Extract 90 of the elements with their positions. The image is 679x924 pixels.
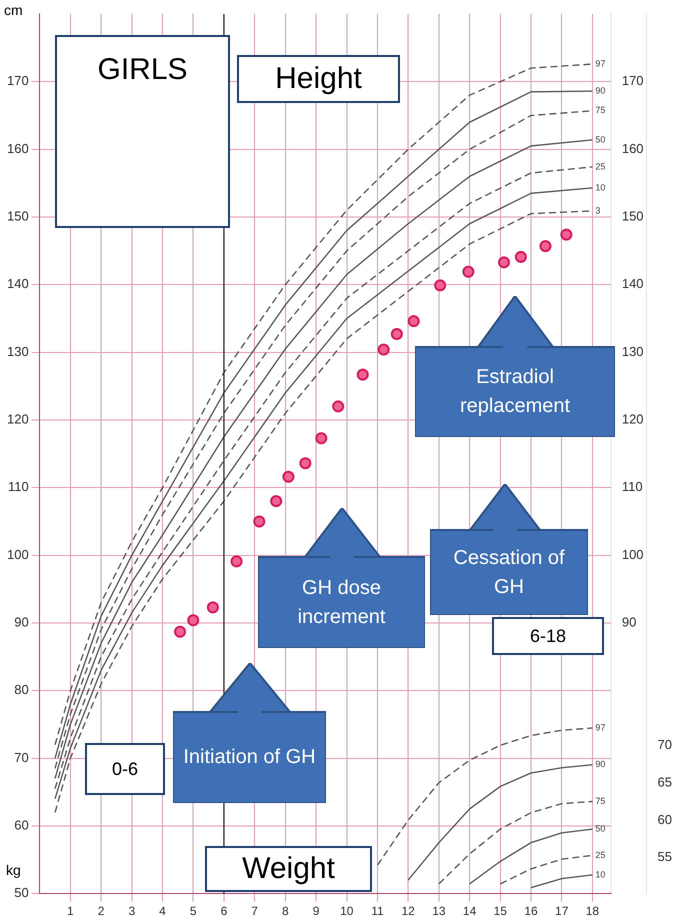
y2-tick-label: 170 [622,73,644,88]
y2-tick-label: 100 [622,546,644,562]
point [356,368,369,381]
annotation: Initiation of GH [182,745,317,770]
y-tick-label: 60 [14,818,29,833]
x-tick-label: 8 [282,904,290,918]
point [253,515,266,528]
point [462,266,474,278]
point [514,250,527,263]
y-tick-label: 100 [6,546,29,562]
line-series [438,800,594,885]
x-tick-label: 9 [312,904,320,918]
x-tick-label: 13 [432,904,446,918]
point [206,601,219,614]
point [390,328,403,340]
series-label: 3 [595,205,600,216]
x-tick-label: 12 [402,904,416,918]
series-label: 97 [595,58,606,69]
y-tick-label: 160 [6,140,29,156]
y3-tick-label: 55 [658,849,672,864]
annotation: GH dose increment [296,576,386,630]
series-label: 25 [595,161,606,172]
y3-tick-label: 65 [658,774,672,790]
point [187,614,200,626]
x-tick-label: 16 [524,904,538,918]
y-tick-label: 140 [6,276,29,292]
x-tick-label: 6 [220,904,228,918]
point [230,555,243,568]
y3-axis-title: kg [6,862,21,878]
annotation: Estradiol replacement [458,365,572,419]
y2-tick-label: 130 [622,344,644,359]
point [560,228,572,241]
annotation: 0-6 [110,758,139,780]
point [270,495,282,508]
x-tick-label: 10 [340,904,354,918]
y3-tick-label: 60 [658,812,672,827]
series-label: 75 [595,796,606,806]
y2-tick-label: 150 [622,208,644,224]
series-label: 75 [595,105,606,116]
y-axis-title: cm [4,2,23,18]
point [498,256,510,268]
point [332,400,344,412]
point [408,315,420,328]
y-tick-label: 80 [14,682,29,698]
series-label: 25 [595,850,606,860]
x-tick-label: 3 [128,904,136,918]
series-label: 90 [595,759,606,770]
y2-tick-label: 90 [622,614,636,630]
x-tick-label: 7 [251,904,258,918]
x-tick-label: 5 [190,904,197,918]
x-tick-label: 18 [586,904,600,918]
y2-tick-label: 110 [622,479,643,494]
x-tick-label: 15 [494,904,508,918]
y2-tick-label: 140 [622,276,644,292]
point [315,432,328,444]
series-label: 10 [595,869,606,880]
annotation: 6-18 [528,624,568,648]
series-label: 97 [595,722,606,733]
annotation: Weight [241,851,336,887]
x-tick-label: 11 [371,904,384,918]
series-label: 50 [595,134,606,144]
x-tick-label: 1 [67,904,74,918]
x-tick-label: 14 [462,904,477,918]
point [434,279,446,292]
point [299,457,312,470]
y-tick-label: 150 [6,208,29,224]
series-label: 90 [595,86,606,96]
y-tick-label: 130 [6,344,29,359]
y-tick-label: 170 [6,73,29,88]
y2-tick-label: 120 [622,412,644,427]
y-tick-label: 120 [6,412,29,427]
annotation: Height [274,61,363,97]
series-label: 10 [595,182,606,192]
y-tick-label: 70 [14,750,29,765]
y-tick-label: 90 [14,614,29,630]
annotation: Cessation of GH [452,546,566,600]
point [282,470,294,483]
text: GIRLS [96,52,189,88]
point [378,344,390,356]
series-label: 50 [595,824,606,834]
x-tick-label: 2 [98,904,105,918]
y-tick-label: 110 [8,479,29,494]
x-tick-label: 17 [555,904,569,918]
point [539,240,552,252]
line-series [376,727,594,866]
y2-tick-label: 160 [622,140,644,156]
y3-tick-label: 70 [658,736,672,752]
y-tick-label: 50 [14,885,29,900]
x-tick-label: 4 [159,904,166,918]
point [174,626,186,638]
